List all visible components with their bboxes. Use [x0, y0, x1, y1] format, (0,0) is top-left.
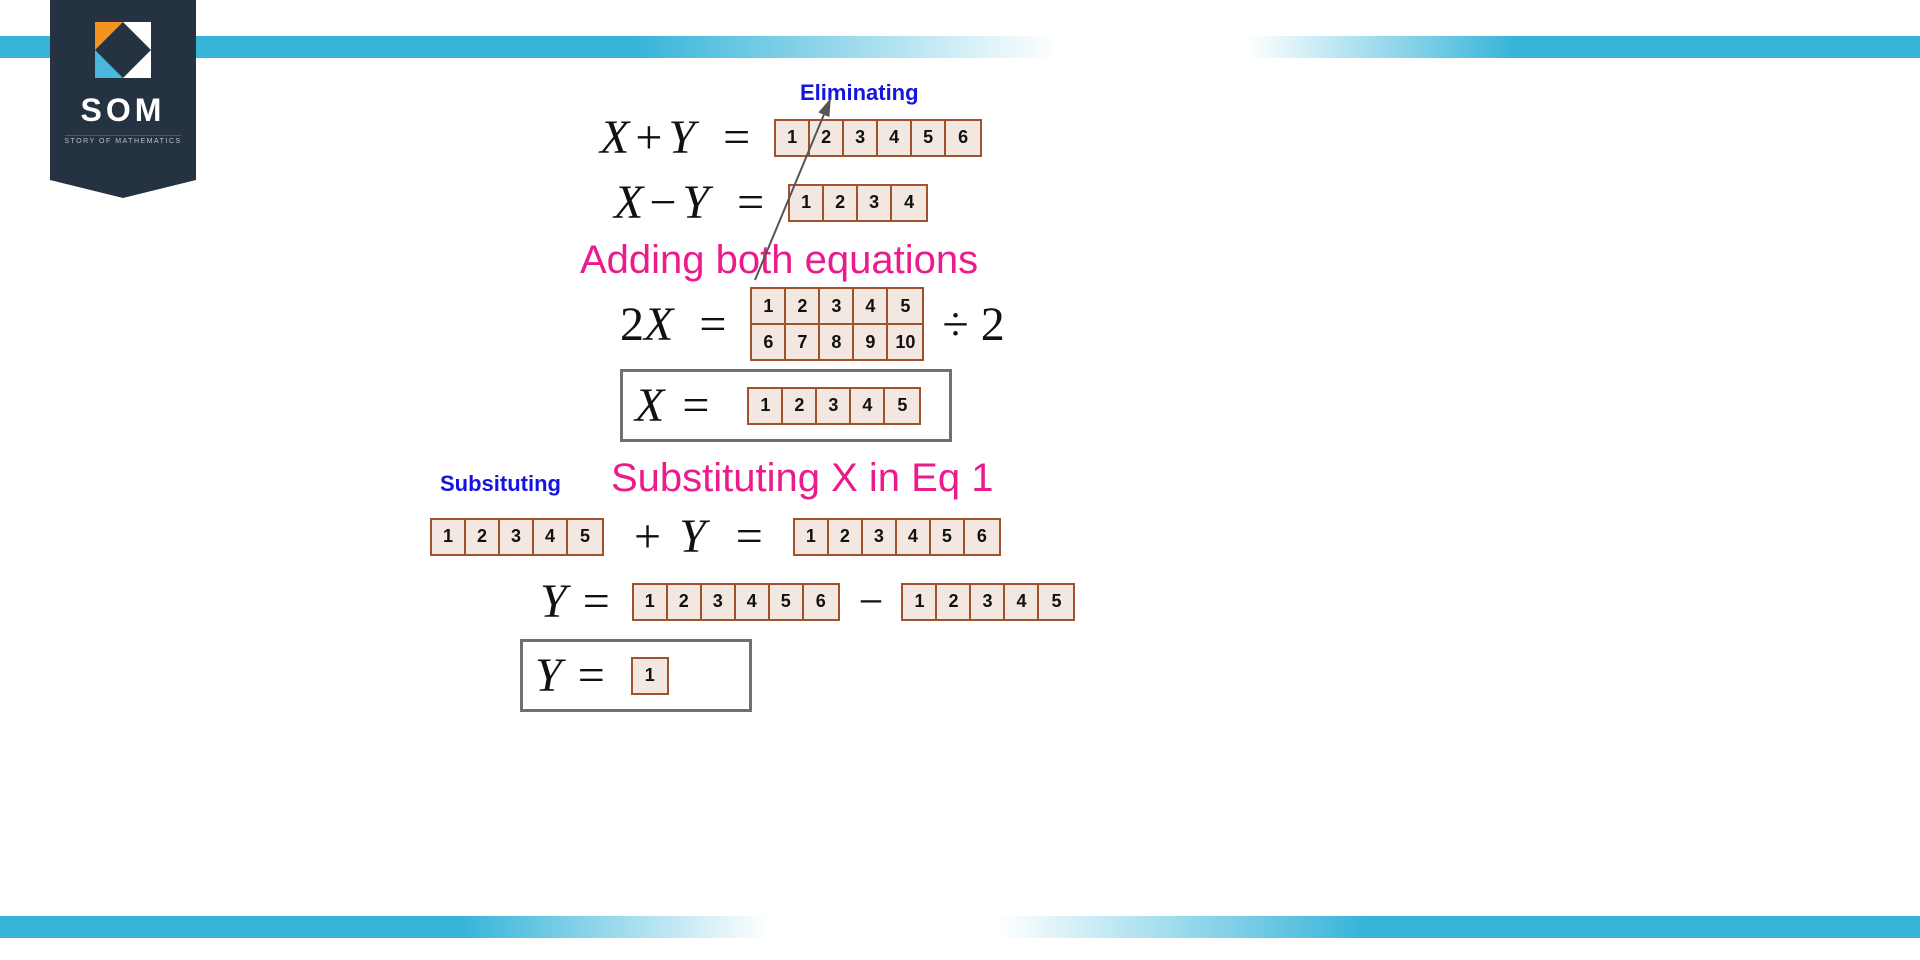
strip-cell: 4	[897, 520, 931, 554]
strip-cell: 5	[888, 289, 922, 323]
strip-cell: 1	[432, 520, 466, 554]
logo-badge: SOM STORY OF MATHEMATICS	[50, 0, 196, 180]
strip-cell: 8	[820, 325, 854, 359]
strip-cell: 2	[824, 186, 858, 220]
bar-segment	[1248, 36, 1920, 58]
strip-cell: 2	[937, 585, 971, 619]
strip-cell: 5	[770, 585, 804, 619]
eq1-strip: 123456	[774, 119, 982, 157]
sub-right-strip: 123456	[793, 518, 1001, 556]
strip-cell: 3	[817, 389, 851, 423]
strip-cell: 3	[844, 121, 878, 155]
bar-segment	[0, 916, 768, 938]
x-result-box: X= 12345	[620, 369, 952, 442]
logo-subtitle: STORY OF MATHEMATICS	[64, 138, 181, 145]
strip-cell: 3	[863, 520, 897, 554]
strip-cell: 4	[892, 186, 926, 220]
strip-cell: 6	[804, 585, 838, 619]
label-eliminating: Eliminating	[800, 80, 1500, 106]
strip-cell: 2	[810, 121, 844, 155]
strip-cell: 4	[534, 520, 568, 554]
strip-cell: 1	[795, 520, 829, 554]
strip-cell: 7	[786, 325, 820, 359]
strip-cell: 5	[885, 389, 919, 423]
divide-op: ÷ 2	[942, 297, 1004, 352]
strip-cell: 2	[783, 389, 817, 423]
eq2-lhs: X−Y =	[614, 175, 770, 230]
strip-cell: 5	[568, 520, 602, 554]
strip-cell: 4	[851, 389, 885, 423]
strip-cell: 4	[878, 121, 912, 155]
strip-cell: 2	[786, 289, 820, 323]
strip-cell: 1	[790, 186, 824, 220]
strip-cell: 3	[702, 585, 736, 619]
bar-segment	[998, 916, 1920, 938]
sub-left-strip: 12345	[430, 518, 604, 556]
top-accent-bar	[0, 36, 1920, 58]
strip-cell: 2	[466, 520, 500, 554]
strip-cell: 10	[888, 325, 922, 359]
logo-title: SOM	[81, 92, 166, 129]
y-line-lhs: Y=	[540, 574, 616, 629]
strip-cell: 1	[752, 289, 786, 323]
strip-cell: 5	[1039, 585, 1073, 619]
strip-cell: 5	[931, 520, 965, 554]
strip-cell: 9	[854, 325, 888, 359]
eq2-strip: 1234	[788, 184, 928, 222]
strip-cell: 1	[634, 585, 668, 619]
strip-cell: 1	[903, 585, 937, 619]
strip-cell: 3	[858, 186, 892, 220]
sum-lhs: 22XX =	[620, 297, 732, 352]
bottom-accent-bar	[0, 916, 1920, 938]
label-adding: Adding both equations	[580, 238, 1500, 283]
strip-cell: 4	[1005, 585, 1039, 619]
strip-cell: 3	[971, 585, 1005, 619]
strip-cell: 3	[820, 289, 854, 323]
eq1-lhs: X+Y =	[600, 110, 756, 165]
y-result-box: Y= 1	[520, 639, 752, 712]
strip-cell: 5	[912, 121, 946, 155]
strip-cell: 4	[854, 289, 888, 323]
strip-cell: 1	[633, 659, 667, 693]
label-substituting-small: Subsituting	[440, 471, 561, 497]
strip-cell: 6	[752, 325, 786, 359]
sum-strip-stack: 12345 678910	[750, 287, 924, 361]
math-diagram: Eliminating X+Y = 123456 X−Y = 1234 Addi…	[420, 80, 1500, 712]
label-substituting: Substituting X in Eq 1	[611, 456, 993, 501]
strip-cell: 6	[946, 121, 980, 155]
strip-cell: 2	[829, 520, 863, 554]
strip-cell: 1	[749, 389, 783, 423]
logo-icon	[95, 22, 151, 78]
strip-cell: 3	[500, 520, 534, 554]
strip-cell: 1	[776, 121, 810, 155]
strip-cell: 4	[736, 585, 770, 619]
strip-cell: 2	[668, 585, 702, 619]
sub-mid: + Y =	[628, 509, 769, 564]
strip-cell: 6	[965, 520, 999, 554]
